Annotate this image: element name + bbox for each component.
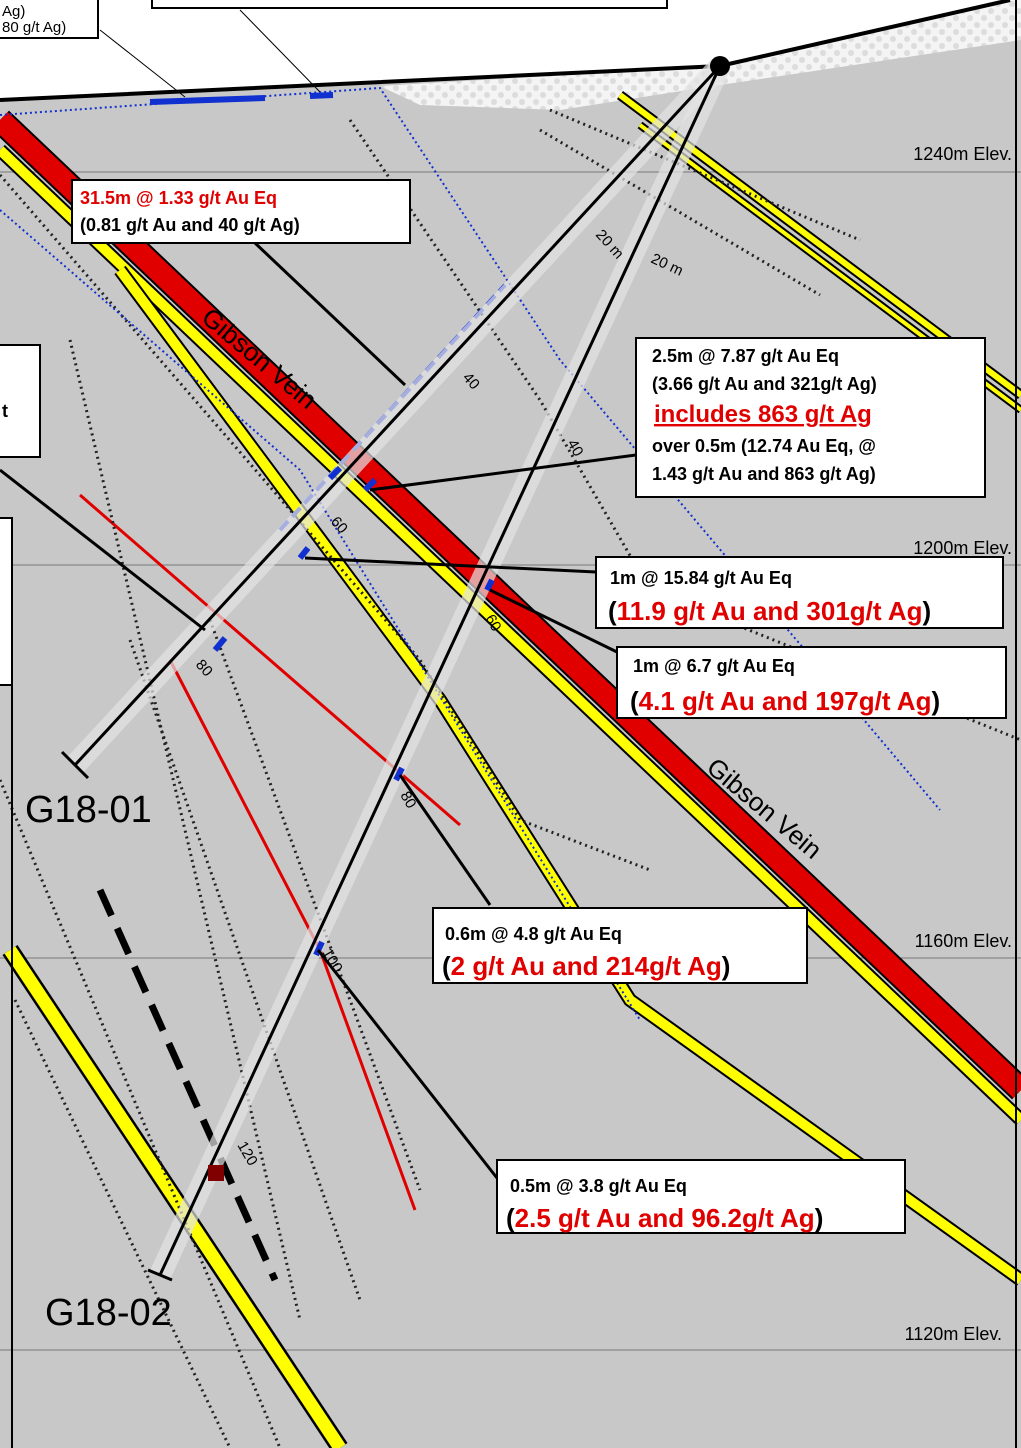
callout-text: (3.66 g/t Au and 321g/t Ag) xyxy=(652,374,877,394)
callout-text: 4.1 g/t Au and 197g/t Ag xyxy=(639,686,932,716)
svg-text:(2 g/t Au and 214g/t Ag): (2 g/t Au and 214g/t Ag) xyxy=(442,951,730,981)
callout: 31.5m @ 1.33 g/t Au Eq (0.81 g/t Au and … xyxy=(72,180,410,243)
section: Ag) 80 g/t Ag) t 1240m Elev. 1200m Elev.… xyxy=(0,0,1021,1448)
paren: ( xyxy=(506,1203,515,1233)
callout: 2.5m @ 7.87 g/t Au Eq (3.66 g/t Au and 3… xyxy=(636,338,985,497)
fragment: 80 g/t Ag) xyxy=(2,19,66,36)
callout-text: (0.81 g/t Au and 40 g/t Ag) xyxy=(80,215,300,235)
svg-text:(2.5 g/t Au and 96.2g/t Ag): (2.5 g/t Au and 96.2g/t Ag) xyxy=(506,1203,823,1233)
callout-text: 31.5m @ 1.33 g/t Au Eq xyxy=(80,188,277,208)
svg-text:(11.9 g/t Au and 301g/t Ag): (11.9 g/t Au and 301g/t Ag) xyxy=(608,596,931,626)
callout-text: 11.9 g/t Au and 301g/t Ag xyxy=(617,596,923,626)
callout-text: 1m @ 6.7 g/t Au Eq xyxy=(633,656,795,676)
callout: 0.6m @ 4.8 g/t Au Eq (2 g/t Au and 214g/… xyxy=(433,908,807,983)
callout: 1m @ 6.7 g/t Au Eq (4.1 g/t Au and 197g/… xyxy=(617,647,1006,718)
svg-text:(4.1 g/t Au and 197g/t Ag): (4.1 g/t Au and 197g/t Ag) xyxy=(630,686,940,716)
paren: ( xyxy=(630,686,639,716)
callout: 0.5m @ 3.8 g/t Au Eq (2.5 g/t Au and 96.… xyxy=(497,1160,905,1233)
callout-text: 1.43 g/t Au and 863 g/t Ag) xyxy=(652,464,876,484)
fragment: Ag) xyxy=(2,3,25,20)
callout-text: 2.5m @ 7.87 g/t Au Eq xyxy=(652,346,839,366)
callout-text: 1m @ 15.84 g/t Au Eq xyxy=(610,568,792,588)
hole-label: G18-01 xyxy=(25,789,152,831)
paren: ) xyxy=(931,686,940,716)
callout-text: 0.6m @ 4.8 g/t Au Eq xyxy=(445,924,622,944)
callout-text: 2.5 g/t Au and 96.2g/t Ag xyxy=(515,1203,815,1233)
elevation-label: 1200m Elev. xyxy=(913,538,1012,558)
fragment: t xyxy=(2,401,8,421)
callout-text: over 0.5m (12.74 Au Eq, @ xyxy=(652,436,876,456)
callout-text: 0.5m @ 3.8 g/t Au Eq xyxy=(510,1176,687,1196)
paren: ) xyxy=(922,596,931,626)
callout-text: includes 863 g/t Ag xyxy=(654,401,872,428)
callout-text: 2 g/t Au and 214g/t Ag xyxy=(451,951,722,981)
elevation-label: 1160m Elev. xyxy=(915,931,1012,951)
elevation-label: 1240m Elev. xyxy=(913,144,1012,164)
paren: ) xyxy=(722,951,731,981)
hole-label: G18-02 xyxy=(45,1292,172,1334)
paren: ( xyxy=(442,951,451,981)
callout: 1m @ 15.84 g/t Au Eq (11.9 g/t Au and 30… xyxy=(596,557,1003,628)
paren: ( xyxy=(608,596,617,626)
elevation-label: 1120m Elev. xyxy=(905,1324,1002,1344)
paren: ) xyxy=(815,1203,824,1233)
